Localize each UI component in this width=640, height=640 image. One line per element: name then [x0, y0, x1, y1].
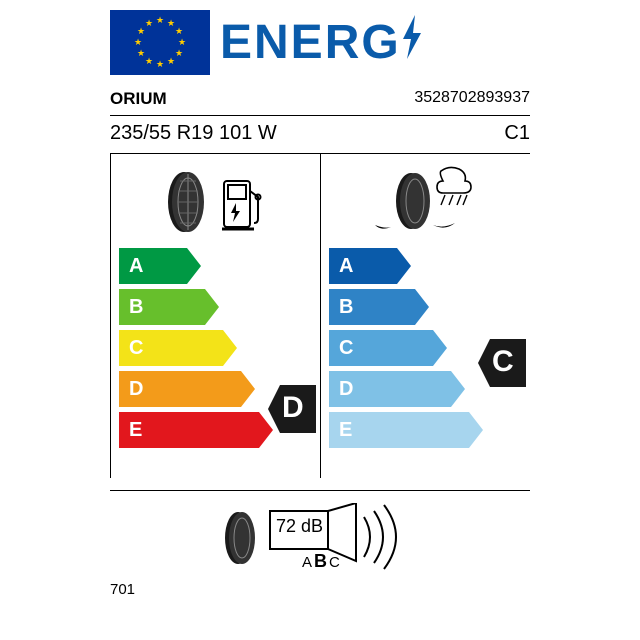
rating-bar-a: A: [119, 248, 320, 284]
noise-class-b: B: [314, 551, 327, 571]
energy-label-title: ENERG: [220, 13, 427, 73]
size-row: 235/55 R19 101 W C1: [110, 116, 530, 154]
wet-grip-panel: ABCDEC: [321, 154, 530, 478]
bolt-icon: [397, 13, 427, 73]
grip-rating-badge: C: [478, 339, 526, 387]
noise-class-a: A: [302, 554, 312, 571]
speaker-noise-icon: 72 dB ABC: [268, 503, 418, 578]
rating-bar-b: B: [119, 289, 320, 325]
tire-size: 235/55 R19 101 W: [110, 122, 277, 145]
noise-block: 72 dB ABC: [110, 505, 530, 575]
header: ★★★★★★★★★★★★ ENERG: [110, 10, 530, 75]
class-code: C1: [504, 122, 530, 145]
tire-small-icon: [222, 509, 262, 572]
rating-bar-e: E: [329, 412, 530, 448]
brand-row: ORIUM 3528702893937: [110, 85, 530, 116]
fuel-rating-badge: D: [268, 385, 316, 433]
tire-rain-icon: [371, 163, 481, 238]
rating-bar-a: A: [329, 248, 530, 284]
regulation-code: 701: [110, 581, 530, 598]
ean-code: 3528702893937: [414, 89, 530, 109]
tire-icon: [166, 171, 216, 238]
rating-bar-c: C: [119, 330, 320, 366]
eu-flag-icon: ★★★★★★★★★★★★: [110, 10, 210, 75]
noise-db-value: 72 dB: [276, 516, 323, 537]
rating-panels: ABCDED: [110, 154, 530, 491]
energy-word-text: ENERG: [220, 15, 401, 70]
fuel-pump-icon: [222, 179, 266, 238]
fuel-efficiency-panel: ABCDED: [110, 154, 321, 478]
rating-bar-b: B: [329, 289, 530, 325]
noise-classes: ABC: [302, 551, 342, 572]
brand-name: ORIUM: [110, 89, 167, 109]
noise-class-c: C: [329, 554, 340, 571]
